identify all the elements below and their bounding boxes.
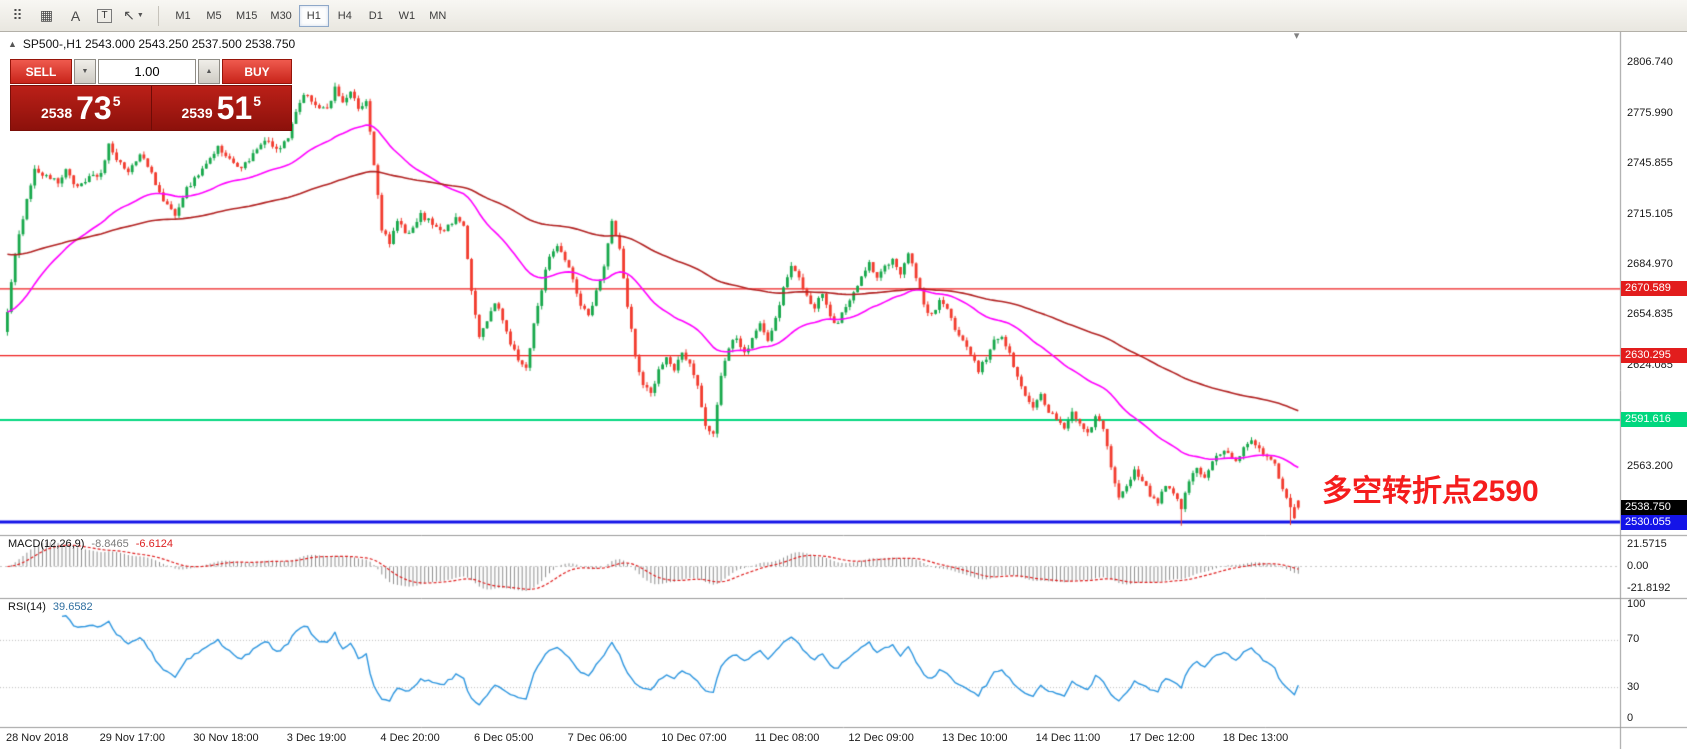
macd-axis-label: 0.00 — [1627, 559, 1649, 572]
time-axis-label: 13 Dec 10:00 — [942, 732, 1008, 744]
text-box-icon[interactable]: T — [91, 4, 118, 28]
pointer-tool-icon[interactable]: ↖ ▼ — [120, 4, 147, 28]
font-icon[interactable]: A — [62, 4, 89, 28]
rsi-axis-label: 0 — [1627, 712, 1634, 724]
price-tag: 2530.055 — [1621, 514, 1687, 530]
time-axis-label: 4 Dec 20:00 — [380, 732, 440, 744]
macd-axis-label: 21.5715 — [1627, 538, 1667, 550]
time-axis-label: 30 Nov 18:00 — [193, 732, 259, 744]
one-click-trade-widget: SELL ▼ ▲ BUY 2538 73 5 2539 51 5 — [10, 59, 292, 131]
symbol-header: ▲ SP500-,H1 2543.000 2543.250 2537.500 2… — [8, 37, 295, 51]
sell-button[interactable]: SELL — [10, 59, 72, 84]
timeframe-button-H4[interactable]: H4 — [330, 5, 360, 27]
macd-indicator-label: MACD(12,26,9) -8.8465 -6.6124 — [8, 538, 173, 550]
buy-price-big: 51 — [216, 90, 253, 126]
price-divider — [150, 86, 152, 130]
grid-icon-glyph: ▦ — [39, 7, 54, 23]
chevron-down-icon[interactable]: ▼ — [136, 12, 144, 19]
buy-price-display: 2539 51 5 — [152, 86, 292, 130]
chart-window: ▲ SP500-,H1 2543.000 2543.250 2537.500 2… — [0, 30, 1687, 749]
rsi-value: 39.6582 — [52, 601, 93, 613]
grid-icon[interactable]: ▦ — [33, 4, 60, 28]
chart-canvas[interactable] — [0, 32, 1687, 749]
price-axis-label: 2715.105 — [1627, 208, 1673, 221]
price-tag: 2538.750 — [1621, 500, 1687, 516]
main-toolbar: ⠿ ▦ A T ↖ ▼ M1 M5 M15 M30 H1 H4 D1 W1 MN — [0, 0, 1687, 32]
time-axis-label: 3 Dec 19:00 — [286, 732, 347, 744]
lot-increase-button[interactable]: ▲ — [198, 59, 220, 84]
price-axis-label: 2806.740 — [1627, 56, 1673, 68]
symbol-ohlc-text: SP500-,H1 2543.000 2543.250 2537.500 253… — [22, 37, 296, 51]
time-axis-label: 18 Dec 13:00 — [1222, 732, 1289, 744]
buy-price-handle: 2539 — [181, 105, 213, 121]
sell-price-big: 73 — [76, 90, 112, 126]
price-axis-label: 2654.835 — [1627, 308, 1673, 320]
time-axis-label: 17 Dec 12:00 — [1129, 732, 1195, 744]
font-icon-glyph: A — [70, 7, 81, 24]
time-axis-label: 6 Dec 05:00 — [474, 732, 534, 744]
timeframe-button-M5[interactable]: M5 — [199, 5, 229, 27]
price-tag: 2630.295 — [1621, 348, 1687, 364]
rsi-indicator-label: RSI(14) 39.6582 — [8, 601, 93, 613]
rsi-name: RSI(14) — [8, 601, 46, 613]
time-axis-label: 7 Dec 06:00 — [567, 732, 627, 744]
timeframe-button-MN[interactable]: MN — [423, 5, 453, 27]
timeframe-button-D1[interactable]: D1 — [361, 5, 391, 27]
time-axis-label: 12 Dec 09:00 — [848, 732, 914, 744]
chart-annotation-text: 多空转折点2590 — [1322, 475, 1539, 508]
text-box-icon-glyph: T — [97, 8, 112, 23]
lot-decrease-button[interactable]: ▼ — [74, 59, 96, 84]
toolbar-handle-icon[interactable]: ⠿ — [4, 4, 31, 28]
price-tag: 2591.616 — [1621, 412, 1687, 428]
time-axis-label: 11 Dec 08:00 — [754, 732, 820, 744]
buy-button[interactable]: BUY — [222, 59, 292, 84]
time-axis-label: 28 Nov 2018 — [6, 732, 69, 744]
sell-price-display: 2538 73 5 — [11, 86, 151, 130]
time-axis-label: 14 Dec 11:00 — [1035, 732, 1101, 744]
price-display-panel: 2538 73 5 2539 51 5 — [10, 85, 292, 131]
rsi-axis-label: 100 — [1627, 598, 1646, 610]
macd-main-value: -8.8465 — [91, 538, 129, 550]
macd-name: MACD(12,26,9) — [8, 538, 85, 550]
price-tag: 2670.589 — [1621, 281, 1687, 297]
timeframe-button-M15[interactable]: M15 — [230, 5, 263, 27]
macd-axis-label: -21.8192 — [1627, 582, 1671, 594]
sell-price-pip: 5 — [112, 93, 121, 109]
rsi-axis-label: 30 — [1627, 680, 1640, 693]
time-axis-label: 29 Nov 17:00 — [99, 732, 166, 744]
timeframe-button-M1[interactable]: M1 — [168, 5, 198, 27]
lot-size-input[interactable] — [98, 59, 196, 84]
price-axis-label: 2684.970 — [1627, 258, 1673, 271]
price-axis-label: 2775.990 — [1627, 107, 1673, 119]
pointer-tool-icon-glyph: ↖ — [123, 7, 135, 23]
toolbar-handle-icon-glyph: ⠿ — [12, 7, 23, 23]
price-axis-label: 2563.200 — [1627, 460, 1673, 473]
time-axis-label: 10 Dec 07:00 — [661, 732, 727, 744]
buy-price-pip: 5 — [253, 93, 262, 109]
timeframe-button-W1[interactable]: W1 — [392, 5, 422, 27]
price-axis-label: 2745.855 — [1627, 157, 1673, 169]
sell-price-handle: 2538 — [40, 105, 73, 121]
bar-shift-marker-icon: ▾ — [1293, 30, 1300, 42]
toolbar-separator — [158, 5, 159, 26]
macd-signal-value: -6.6124 — [135, 538, 174, 550]
rsi-axis-label: 70 — [1627, 633, 1640, 646]
timeframe-button-H1[interactable]: H1 — [298, 4, 329, 27]
collapse-arrow-icon[interactable]: ▲ — [8, 39, 17, 49]
timeframe-button-M30[interactable]: M30 — [264, 5, 297, 27]
